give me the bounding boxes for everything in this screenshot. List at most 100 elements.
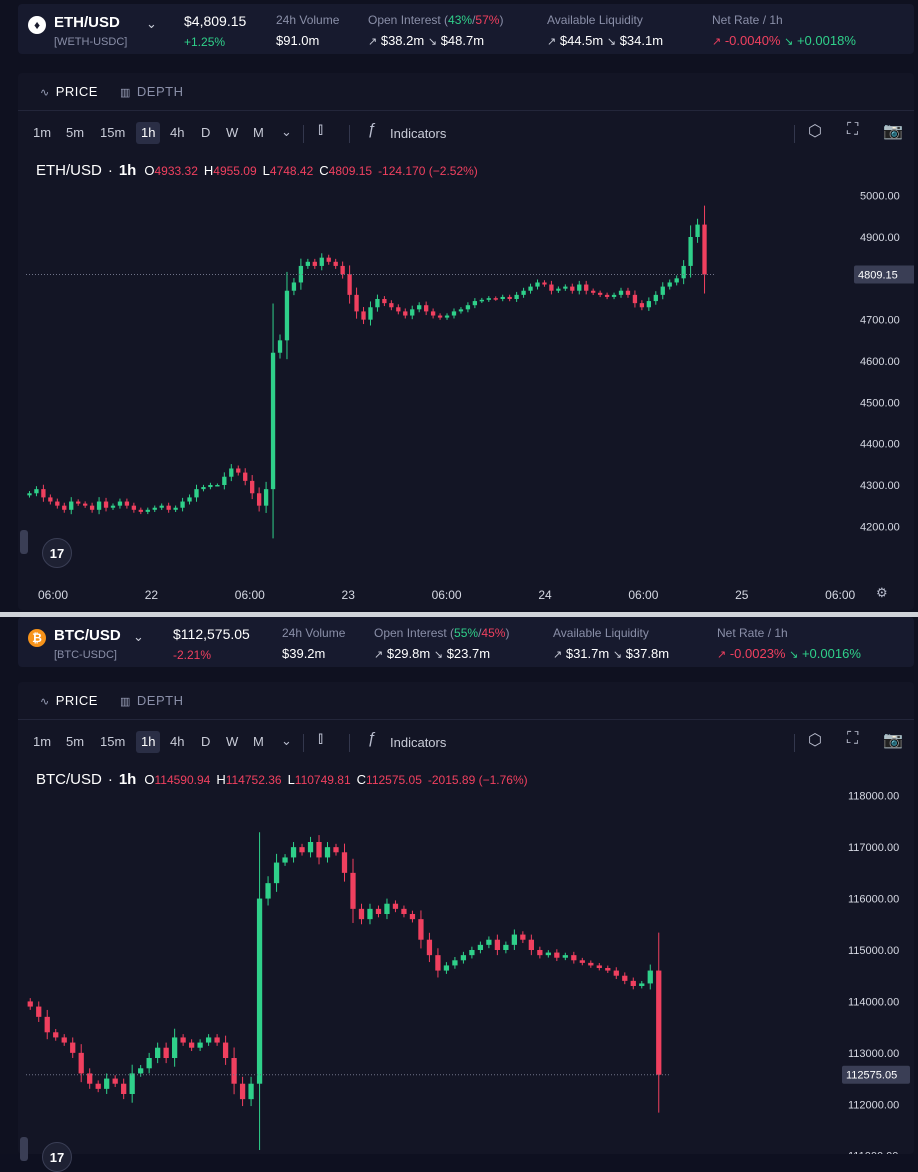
drag-handle[interactable] bbox=[20, 530, 28, 554]
fullscreen-icon[interactable]: ⛶ bbox=[847, 121, 859, 138]
trend-up-icon: ↗ bbox=[717, 649, 727, 661]
tradingview-logo[interactable]: 17 bbox=[42, 538, 72, 568]
timeframe-1m[interactable]: 1m bbox=[33, 734, 52, 749]
candle-body bbox=[535, 282, 540, 287]
candle-body bbox=[326, 257, 331, 262]
price-chart-icon: ∿ bbox=[40, 87, 50, 99]
candle-body bbox=[61, 1037, 67, 1043]
timeframe-15m[interactable]: 15m bbox=[100, 125, 126, 140]
y-tick-label: 5000.00 bbox=[860, 191, 900, 203]
candlestick-type-icon[interactable]: ⫾ bbox=[318, 121, 324, 138]
btc-candlestick-chart[interactable]: 118000.00 117000.00 116000.00 115000.00 1140… bbox=[18, 682, 914, 1154]
x-tick-label: 25 bbox=[735, 588, 749, 602]
indicators-button[interactable]: Indicators bbox=[390, 126, 447, 141]
timeframe-4h[interactable]: 4h bbox=[170, 125, 185, 140]
candle-body bbox=[521, 290, 526, 295]
market-pair[interactable]: ETH/USD bbox=[54, 14, 120, 31]
timeframe-1h[interactable]: 1h bbox=[136, 731, 161, 753]
candle-body bbox=[361, 311, 366, 320]
liq-short-value: $37.8m bbox=[625, 646, 670, 661]
candle-body bbox=[443, 965, 450, 971]
fullscreen-icon[interactable]: ⛶ bbox=[847, 730, 859, 747]
drag-handle[interactable] bbox=[20, 1137, 28, 1161]
timeframe-d[interactable]: D bbox=[201, 734, 211, 749]
candle-body bbox=[597, 292, 603, 295]
price-change: +1.25% bbox=[184, 35, 226, 49]
y-tick-label: 111000.00 bbox=[848, 1151, 898, 1154]
market-pair[interactable]: BTC/USD bbox=[54, 627, 121, 644]
volume-value: $91.0m bbox=[276, 33, 320, 48]
chevron-down-icon[interactable]: ⌄ bbox=[281, 733, 292, 748]
timeframe-1m[interactable]: 1m bbox=[33, 125, 52, 140]
oi-long-value: $38.2m bbox=[380, 33, 425, 48]
trend-down-icon: ↘ bbox=[784, 36, 794, 48]
candle-body bbox=[423, 305, 429, 312]
liquidity-label: Available Liquidity bbox=[547, 13, 643, 27]
eth-candlestick-chart[interactable]: 5000.004900.004800.004700.004600.004500.… bbox=[18, 73, 914, 610]
candle-body bbox=[465, 305, 471, 310]
candle-body bbox=[53, 1032, 59, 1038]
candle-body bbox=[229, 468, 234, 477]
settings-icon[interactable]: ⬡ bbox=[808, 123, 822, 140]
timeframe-1h[interactable]: 1h bbox=[136, 122, 161, 144]
candle-body bbox=[89, 505, 95, 510]
candlestick-type-icon[interactable]: ⫾ bbox=[318, 730, 324, 747]
tab-price[interactable]: ∿ PRICE bbox=[40, 693, 98, 708]
candle-body bbox=[528, 286, 533, 291]
timeframe-m[interactable]: M bbox=[253, 734, 264, 749]
candle-body bbox=[307, 842, 314, 853]
tab-depth[interactable]: ▥ DEPTH bbox=[120, 84, 184, 99]
tab-price[interactable]: ∿ PRICE bbox=[40, 84, 98, 99]
timeframe-5m[interactable]: 5m bbox=[66, 125, 85, 140]
timeframe-15m[interactable]: 15m bbox=[100, 734, 126, 749]
candle-body bbox=[639, 303, 645, 308]
candle-body bbox=[622, 975, 628, 981]
tab-depth[interactable]: ▥ DEPTH bbox=[120, 693, 184, 708]
timeframe-m[interactable]: M bbox=[253, 125, 264, 140]
trend-up-icon: ↗ bbox=[368, 36, 378, 48]
candle-body bbox=[341, 852, 348, 873]
volume-stat: 24h Volume $39.2m bbox=[282, 626, 345, 661]
market-pair-sub: [BTC-USDC] bbox=[54, 649, 117, 661]
x-tick-label: 23 bbox=[342, 588, 356, 602]
y-tick-label: 4500.00 bbox=[860, 397, 900, 409]
settings-icon[interactable]: ⬡ bbox=[808, 732, 822, 749]
candle-body bbox=[375, 908, 382, 914]
indicators-button[interactable]: Indicators bbox=[390, 735, 447, 750]
indicators-icon[interactable]: ƒ bbox=[367, 121, 376, 138]
market-info-bar: ₿ BTC/USD ⌄ [BTC-USDC] $112,575.05 -2.21… bbox=[18, 617, 914, 667]
timeframe-w[interactable]: W bbox=[226, 734, 239, 749]
y-tick-label: 115000.00 bbox=[848, 945, 899, 957]
liq-long-value: $31.7m bbox=[565, 646, 610, 661]
candle-body bbox=[282, 857, 288, 863]
open-interest-stat: Open Interest (43%/57%) ↗ $38.2m ↘ $48.7… bbox=[368, 13, 503, 48]
candle-body bbox=[138, 1068, 144, 1074]
price-stat: $112,575.05 -2.21% bbox=[173, 626, 250, 662]
candle-body bbox=[265, 883, 271, 899]
timeframe-d[interactable]: D bbox=[201, 125, 211, 140]
x-tick-label: 22 bbox=[145, 588, 159, 602]
settings-icon[interactable]: ⚙ bbox=[876, 585, 888, 600]
candle-body bbox=[511, 934, 517, 945]
timeframe-w[interactable]: W bbox=[226, 125, 239, 140]
chevron-down-icon[interactable]: ⌄ bbox=[146, 16, 157, 31]
chevron-down-icon[interactable]: ⌄ bbox=[133, 629, 144, 644]
candle-body bbox=[36, 1006, 42, 1017]
timeframe-5m[interactable]: 5m bbox=[66, 734, 85, 749]
ethereum-icon: ♦ bbox=[28, 16, 46, 34]
camera-icon[interactable]: 📷 bbox=[883, 732, 903, 749]
chevron-down-icon[interactable]: ⌄ bbox=[281, 124, 292, 139]
volume-value: $39.2m bbox=[282, 646, 326, 661]
candle-body bbox=[618, 290, 624, 295]
camera-icon[interactable]: 📷 bbox=[883, 123, 903, 140]
candle-body bbox=[477, 944, 484, 950]
candle-body bbox=[417, 305, 422, 310]
timeframe-4h[interactable]: 4h bbox=[170, 734, 185, 749]
candle-body bbox=[87, 1073, 93, 1084]
tradingview-logo[interactable]: 17 bbox=[42, 1142, 72, 1172]
candle-body bbox=[458, 309, 464, 312]
indicators-icon[interactable]: ƒ bbox=[367, 730, 376, 747]
x-tick-label: 06:00 bbox=[628, 588, 658, 602]
candle-body bbox=[418, 919, 424, 940]
candle-body bbox=[163, 1047, 169, 1058]
